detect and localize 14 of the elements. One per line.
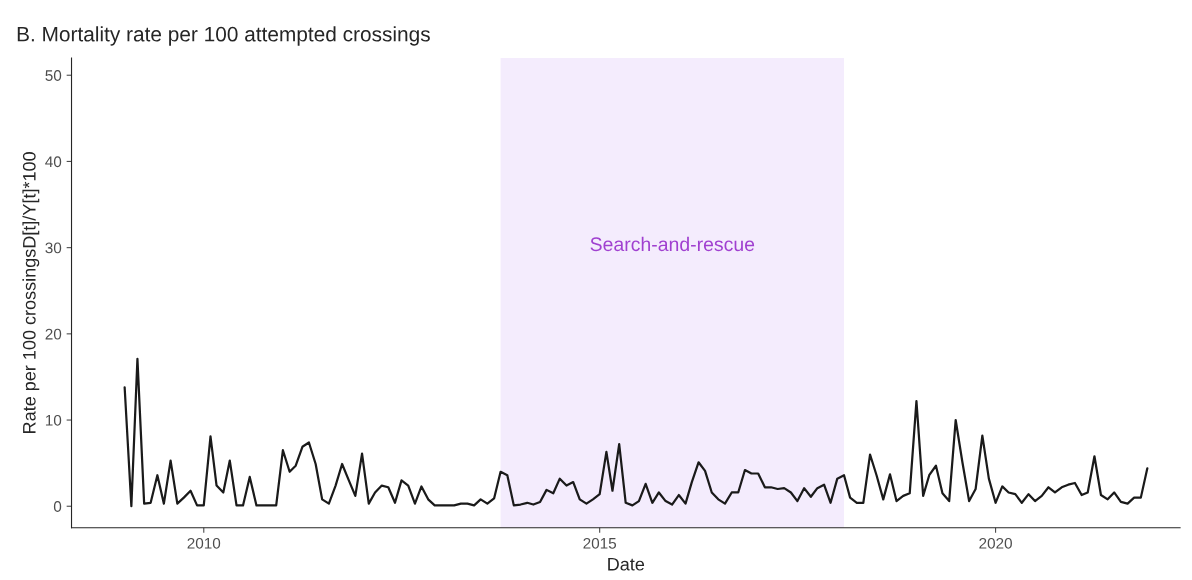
x-axis-title: Date	[608, 557, 645, 571]
y-tick-label: 40	[45, 156, 62, 168]
y-tick-label: 10	[45, 414, 62, 426]
x-tick-label: 2010	[187, 537, 221, 549]
x-tick-label: 2015	[583, 537, 617, 549]
x-tick-label: 2020	[979, 537, 1012, 549]
line-series	[123, 357, 1149, 508]
y-tick-label: 0	[53, 501, 62, 512]
y-axis-title: Rate per 100 crossingsD[t]/Y[t]*100	[22, 152, 40, 433]
band-label: Search-and-rescue	[590, 236, 755, 252]
y-tick-label: 50	[45, 70, 62, 81]
y-tick-label: 30	[45, 242, 62, 254]
y-tick-label: 20	[45, 328, 62, 340]
chart-title: B. Mortality rate per 100 attempted crossings	[17, 26, 430, 46]
